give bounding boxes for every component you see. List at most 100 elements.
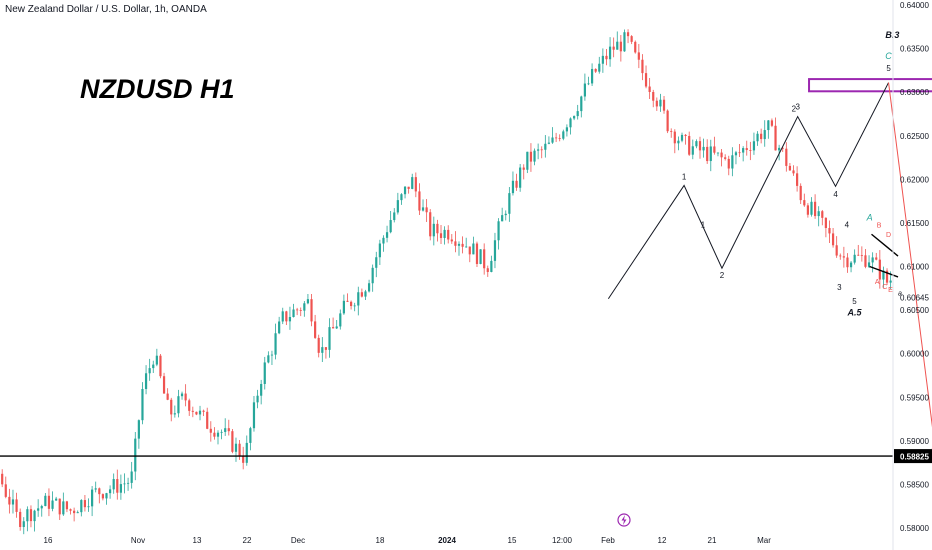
candle-body [360,292,363,297]
candle-body [238,443,241,457]
candle-body [40,506,43,509]
candle-body [738,152,741,154]
candle-body [288,317,292,322]
candle-body [170,399,173,415]
candle-body [742,148,745,153]
candle-body [234,443,238,452]
candle-body [745,148,748,151]
wave-label: A [866,212,873,222]
candle-body [569,118,572,128]
candle-body [141,389,144,421]
candle-body [785,148,788,166]
candle-body [616,41,619,50]
candle-body [249,428,252,443]
candle-body [62,501,65,515]
candle-body [608,46,612,60]
candle-body [245,442,248,463]
candle-body [537,149,540,151]
candle-body [51,500,54,509]
candle-body [587,83,590,85]
candle-body [22,521,25,527]
candle-body [105,493,108,499]
x-tick-label: Mar [757,536,771,545]
candle-body [724,157,727,159]
candle-body [342,300,345,314]
candle-body [792,170,795,174]
x-tick-label: 22 [243,536,252,545]
candle-body [393,212,396,221]
candle-body [202,410,205,412]
candle-body [889,280,892,283]
candle-body [335,326,338,329]
candle-body [65,501,69,510]
wave-label: A.5 [846,307,862,317]
candle-body [299,310,302,311]
candle-body [188,400,191,411]
candle-body [572,116,576,119]
candle-body [439,233,443,238]
candle-body [385,232,389,238]
candle-body [637,52,640,60]
candle-body [58,498,61,515]
candle-body [846,257,849,268]
candle-body [80,500,83,513]
wave-label: 2 [720,271,725,280]
candle-body [493,240,497,261]
candle-body [83,500,87,508]
candle-body [702,146,705,151]
candle-body [821,211,824,218]
candle-body [828,228,831,234]
candle-body [227,428,230,432]
candle-body [673,131,676,144]
candle-body [576,111,579,117]
candle-body [69,509,72,511]
y-tick-label: 0.63000 [900,88,929,97]
candle-body [324,347,328,350]
candle-body [684,134,687,136]
candle-body [274,333,277,355]
candle-body [540,149,543,151]
candle-body [803,200,806,206]
candle-body [443,229,446,238]
candle-body [278,321,281,334]
candle-body [810,201,813,215]
candle-body [130,471,133,483]
candle-body [522,167,525,170]
candle-body [33,510,36,522]
candle-body [152,364,155,369]
candle-body [695,141,698,147]
wave-label: 2 [792,104,797,113]
candle-body [400,194,403,201]
candle-body [547,142,551,144]
candle-body [612,46,615,50]
candle-body [19,511,22,527]
candle-body [598,63,601,72]
candle-body [411,177,414,189]
x-tick-label: Nov [131,536,145,545]
wave-label: E [888,287,893,294]
candle-body [26,509,29,522]
candle-body [198,410,202,415]
y-tick-label: 0.58000 [900,524,929,533]
candle-body [270,354,274,356]
candle-body [450,239,453,242]
candle-body [698,141,702,151]
price-tag-label: 0.58825 [900,453,929,462]
candle-body [382,237,385,244]
candle-body [213,432,216,437]
candle-body [263,362,266,384]
wave-label: B [877,222,882,229]
candle-body [260,383,263,396]
wave-label: 3 [795,103,800,112]
wave-label: C [885,51,892,61]
triangle-line [871,233,899,257]
candle-body [465,246,468,248]
candle-body [461,243,464,247]
candle-body [511,180,515,194]
candle-body [641,59,644,74]
candle-body [396,200,399,213]
candle-body [209,428,212,433]
y-tick-label: 0.60000 [900,350,929,359]
candle-body [824,217,827,229]
candle-body [623,32,626,52]
